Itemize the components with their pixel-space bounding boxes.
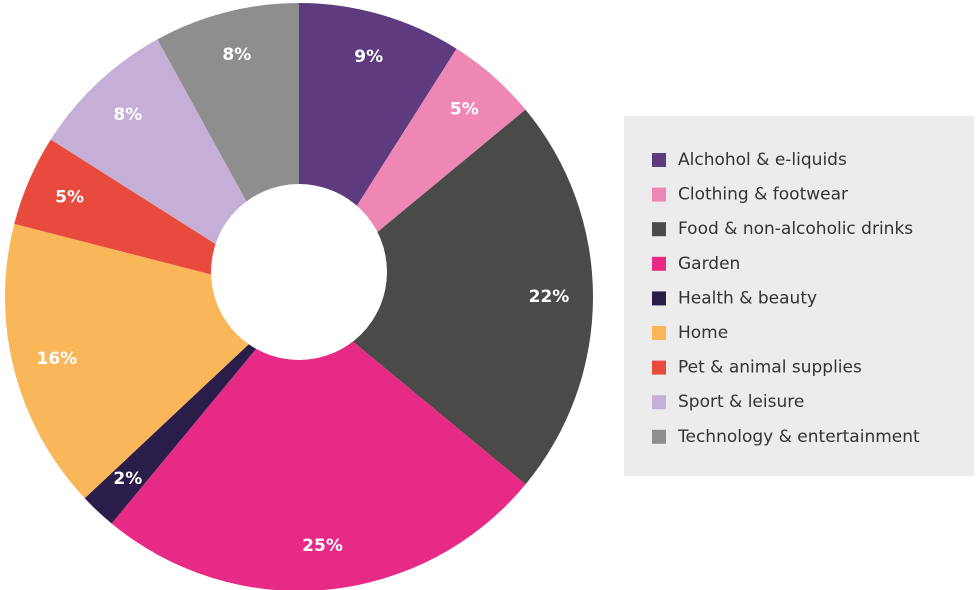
legend-label: Sport & leisure [678,392,804,412]
legend-swatch [652,395,666,410]
legend-swatch [652,187,666,202]
value-label: 8% [113,105,142,125]
legend-swatch [652,326,666,340]
legend-swatch [652,153,666,167]
legend-label: Technology & entertainment [677,427,920,447]
legend-label: Clothing & footwear [678,185,848,205]
legend-swatch [652,429,666,444]
value-label: 16% [37,349,78,369]
value-label: 25% [302,536,343,556]
legend-label: Home [678,323,728,343]
slice [111,297,526,590]
legend-swatch [652,360,666,375]
legend-label: Alchohol & e-liquids [678,150,847,170]
value-label: 8% [222,45,251,65]
value-label: 9% [354,47,383,67]
legend-box [624,116,974,476]
slice [299,109,593,485]
value-label: 5% [450,99,479,119]
value-label: 5% [55,188,84,208]
legend-swatch [652,256,666,271]
value-label: 2% [113,469,142,489]
legend-swatch [652,222,666,237]
legend-label: Food & non-alcoholic drinks [678,219,913,239]
legend-label: Garden [678,254,740,274]
legend-label: Health & beauty [678,288,817,308]
legend-label: Pet & animal supplies [678,358,862,378]
donut-hole [211,184,387,360]
slice [84,297,299,524]
legend-swatch [652,291,666,306]
value-label: 22% [529,287,570,307]
